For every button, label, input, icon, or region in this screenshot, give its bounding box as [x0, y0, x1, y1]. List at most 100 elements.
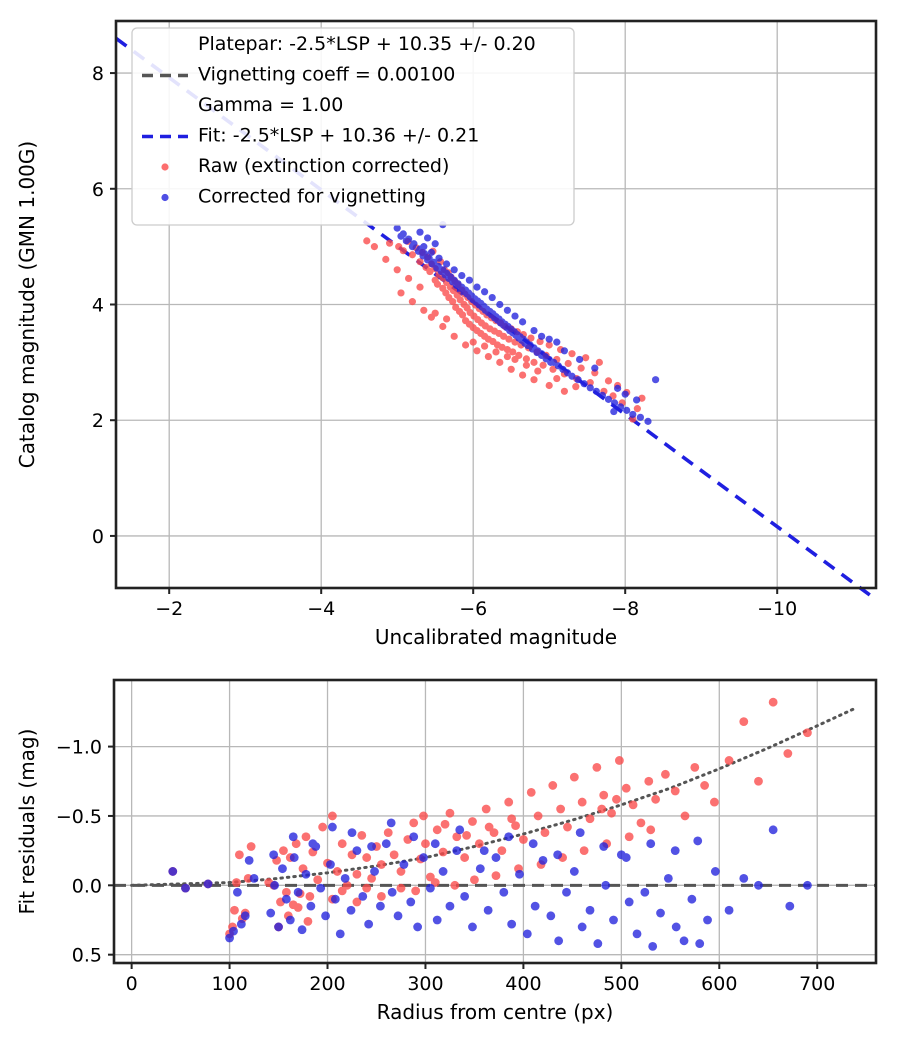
data-point	[293, 903, 303, 912]
legend-entry-label: Corrected for vignetting	[198, 186, 426, 208]
data-point	[358, 892, 368, 901]
data-point	[679, 936, 689, 946]
data-point	[503, 306, 511, 314]
data-point	[337, 839, 347, 849]
data-point	[288, 832, 298, 842]
data-point	[440, 819, 450, 829]
data-point	[670, 786, 680, 796]
data-point	[397, 232, 405, 240]
data-point	[579, 846, 589, 856]
xtick-label: 600	[701, 973, 737, 995]
data-point	[393, 266, 401, 274]
data-point	[783, 749, 793, 758]
data-point	[435, 254, 443, 262]
data-point	[538, 332, 546, 340]
data-point	[547, 358, 555, 366]
ytick-label: 2	[92, 410, 104, 432]
data-point	[593, 939, 603, 948]
data-point	[511, 355, 519, 364]
data-point	[381, 839, 391, 849]
data-point	[623, 406, 631, 414]
data-point	[266, 908, 276, 918]
data-point	[330, 894, 340, 904]
data-point	[754, 880, 763, 890]
data-point	[624, 897, 634, 907]
data-point	[443, 260, 451, 268]
data-point	[431, 240, 439, 248]
data-point	[316, 883, 326, 893]
data-point	[416, 228, 424, 236]
data-point	[249, 873, 259, 883]
data-point	[362, 853, 372, 862]
data-point	[269, 850, 279, 860]
data-point	[569, 772, 579, 782]
data-point	[229, 926, 238, 936]
data-point	[803, 880, 812, 890]
data-point	[563, 822, 572, 832]
data-point	[511, 821, 520, 831]
data-point	[414, 247, 423, 255]
data-point	[445, 901, 455, 911]
legend-box	[131, 27, 575, 226]
data-point	[481, 288, 489, 296]
data-point	[648, 941, 658, 951]
data-point	[507, 919, 517, 929]
data-point	[481, 804, 491, 814]
data-point	[409, 832, 419, 842]
data-point	[367, 842, 376, 851]
data-point	[695, 939, 705, 948]
data-point	[488, 293, 496, 302]
data-point	[530, 326, 538, 335]
data-point	[539, 361, 547, 369]
series-corrected	[168, 818, 812, 951]
data-point	[644, 417, 652, 425]
data-point	[352, 869, 362, 879]
data-point	[408, 251, 416, 259]
legend: Platepar: -2.5*LSP + 10.35 +/- 0.20 Vigne…	[131, 27, 575, 226]
x-axis-label: Uncalibrated magnitude	[375, 625, 617, 649]
data-point	[553, 374, 561, 383]
data-point	[530, 901, 540, 911]
data-point	[225, 933, 234, 943]
data-point	[803, 728, 812, 738]
data-point	[357, 830, 367, 840]
data-point	[402, 237, 410, 245]
data-point	[636, 413, 645, 421]
data-point	[530, 358, 538, 366]
data-point	[382, 255, 390, 263]
x-axis-label: Radius from centre (px)	[377, 1000, 614, 1024]
data-point	[289, 853, 299, 862]
data-point	[346, 905, 356, 915]
data-point	[526, 787, 536, 797]
data-point	[483, 905, 493, 915]
data-point	[609, 915, 618, 925]
data-point	[274, 922, 283, 932]
data-point	[432, 825, 442, 835]
data-point	[270, 880, 280, 890]
data-point	[534, 367, 542, 375]
xtick-label: −10	[757, 598, 797, 620]
data-point	[232, 878, 241, 887]
legend-entry-label: Platepar: -2.5*LSP + 10.35 +/- 0.20	[198, 33, 536, 55]
xtick-label: 700	[799, 973, 835, 995]
data-point	[432, 915, 442, 925]
data-point	[504, 832, 514, 842]
data-point	[308, 839, 318, 849]
data-point	[545, 381, 553, 390]
data-point	[580, 380, 588, 388]
data-point	[397, 289, 405, 297]
legend-entry-label: Raw (extinction corrected)	[198, 155, 449, 177]
data-point	[599, 790, 609, 800]
data-point	[389, 850, 399, 860]
data-point	[528, 839, 538, 849]
data-point	[376, 892, 386, 901]
data-point	[475, 864, 485, 874]
data-point	[363, 237, 371, 245]
data-point	[582, 354, 590, 362]
data-point	[633, 405, 641, 413]
data-point	[416, 258, 424, 266]
data-point	[473, 283, 481, 291]
data-point	[614, 756, 624, 765]
residuals-panel: 0 100 200 300 400 500 600 700 0.5 0.0 −0.5 −1.0 Radi…	[15, 678, 878, 1024]
